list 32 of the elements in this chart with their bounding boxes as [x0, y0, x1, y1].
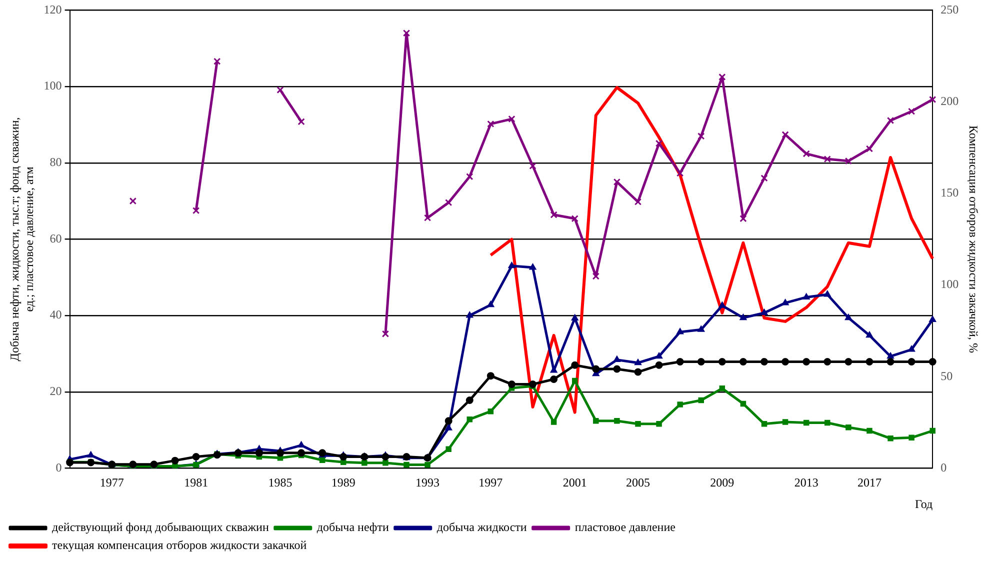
y2-tick-label: 100: [940, 277, 959, 292]
legend-label: текущая компенсация отборов жидкости закачкой: [52, 538, 308, 552]
x-axis-title: Год: [914, 496, 933, 511]
y-tick-label: 0: [56, 460, 62, 474]
legend-label: действующий фонд добывающих скважин: [52, 520, 270, 534]
x-tick-label: 1981: [184, 476, 208, 490]
x-tick-label: 2009: [710, 476, 734, 490]
y2-tick-label: 250: [940, 2, 959, 16]
y2-tick-label: 50: [940, 368, 953, 383]
y-tick-label: 20: [50, 384, 62, 398]
y-tick-label: 60: [50, 231, 62, 246]
y-axis-title: Добыча нефти, жидкости, тыс.т; фонд скважин, ед.; пластовое давление, атм: [7, 117, 36, 362]
y-tick-label: 40: [50, 308, 62, 322]
x-tick-label: 2013: [794, 476, 818, 490]
x-tick-label: 1997: [478, 476, 503, 490]
x-tick-label: 1989: [331, 476, 356, 490]
x-tick-label: 1977: [100, 476, 124, 490]
legend-label: добыча жидкости: [436, 520, 528, 534]
y-tick-label: 120: [44, 2, 62, 16]
legend-label: добыча нефти: [316, 520, 390, 534]
x-tick-label: 2017: [857, 476, 882, 490]
x-tick-label: 1993: [416, 476, 440, 490]
y-tick-label: 80: [50, 155, 62, 170]
y2-tick-label: 0: [940, 460, 947, 474]
x-tick-label: 1985: [268, 476, 292, 490]
y-tick-label: 100: [44, 78, 62, 93]
legend-label: пластовое давление: [574, 520, 676, 534]
x-tick-label: 2005: [626, 476, 650, 490]
y2-tick-label: 200: [940, 94, 959, 108]
y2-axis-title: Компенсация отборов жидкости закачкой, %: [966, 125, 981, 353]
y2-tick-label: 150: [940, 186, 959, 200]
x-tick-label: 2001: [562, 476, 587, 490]
